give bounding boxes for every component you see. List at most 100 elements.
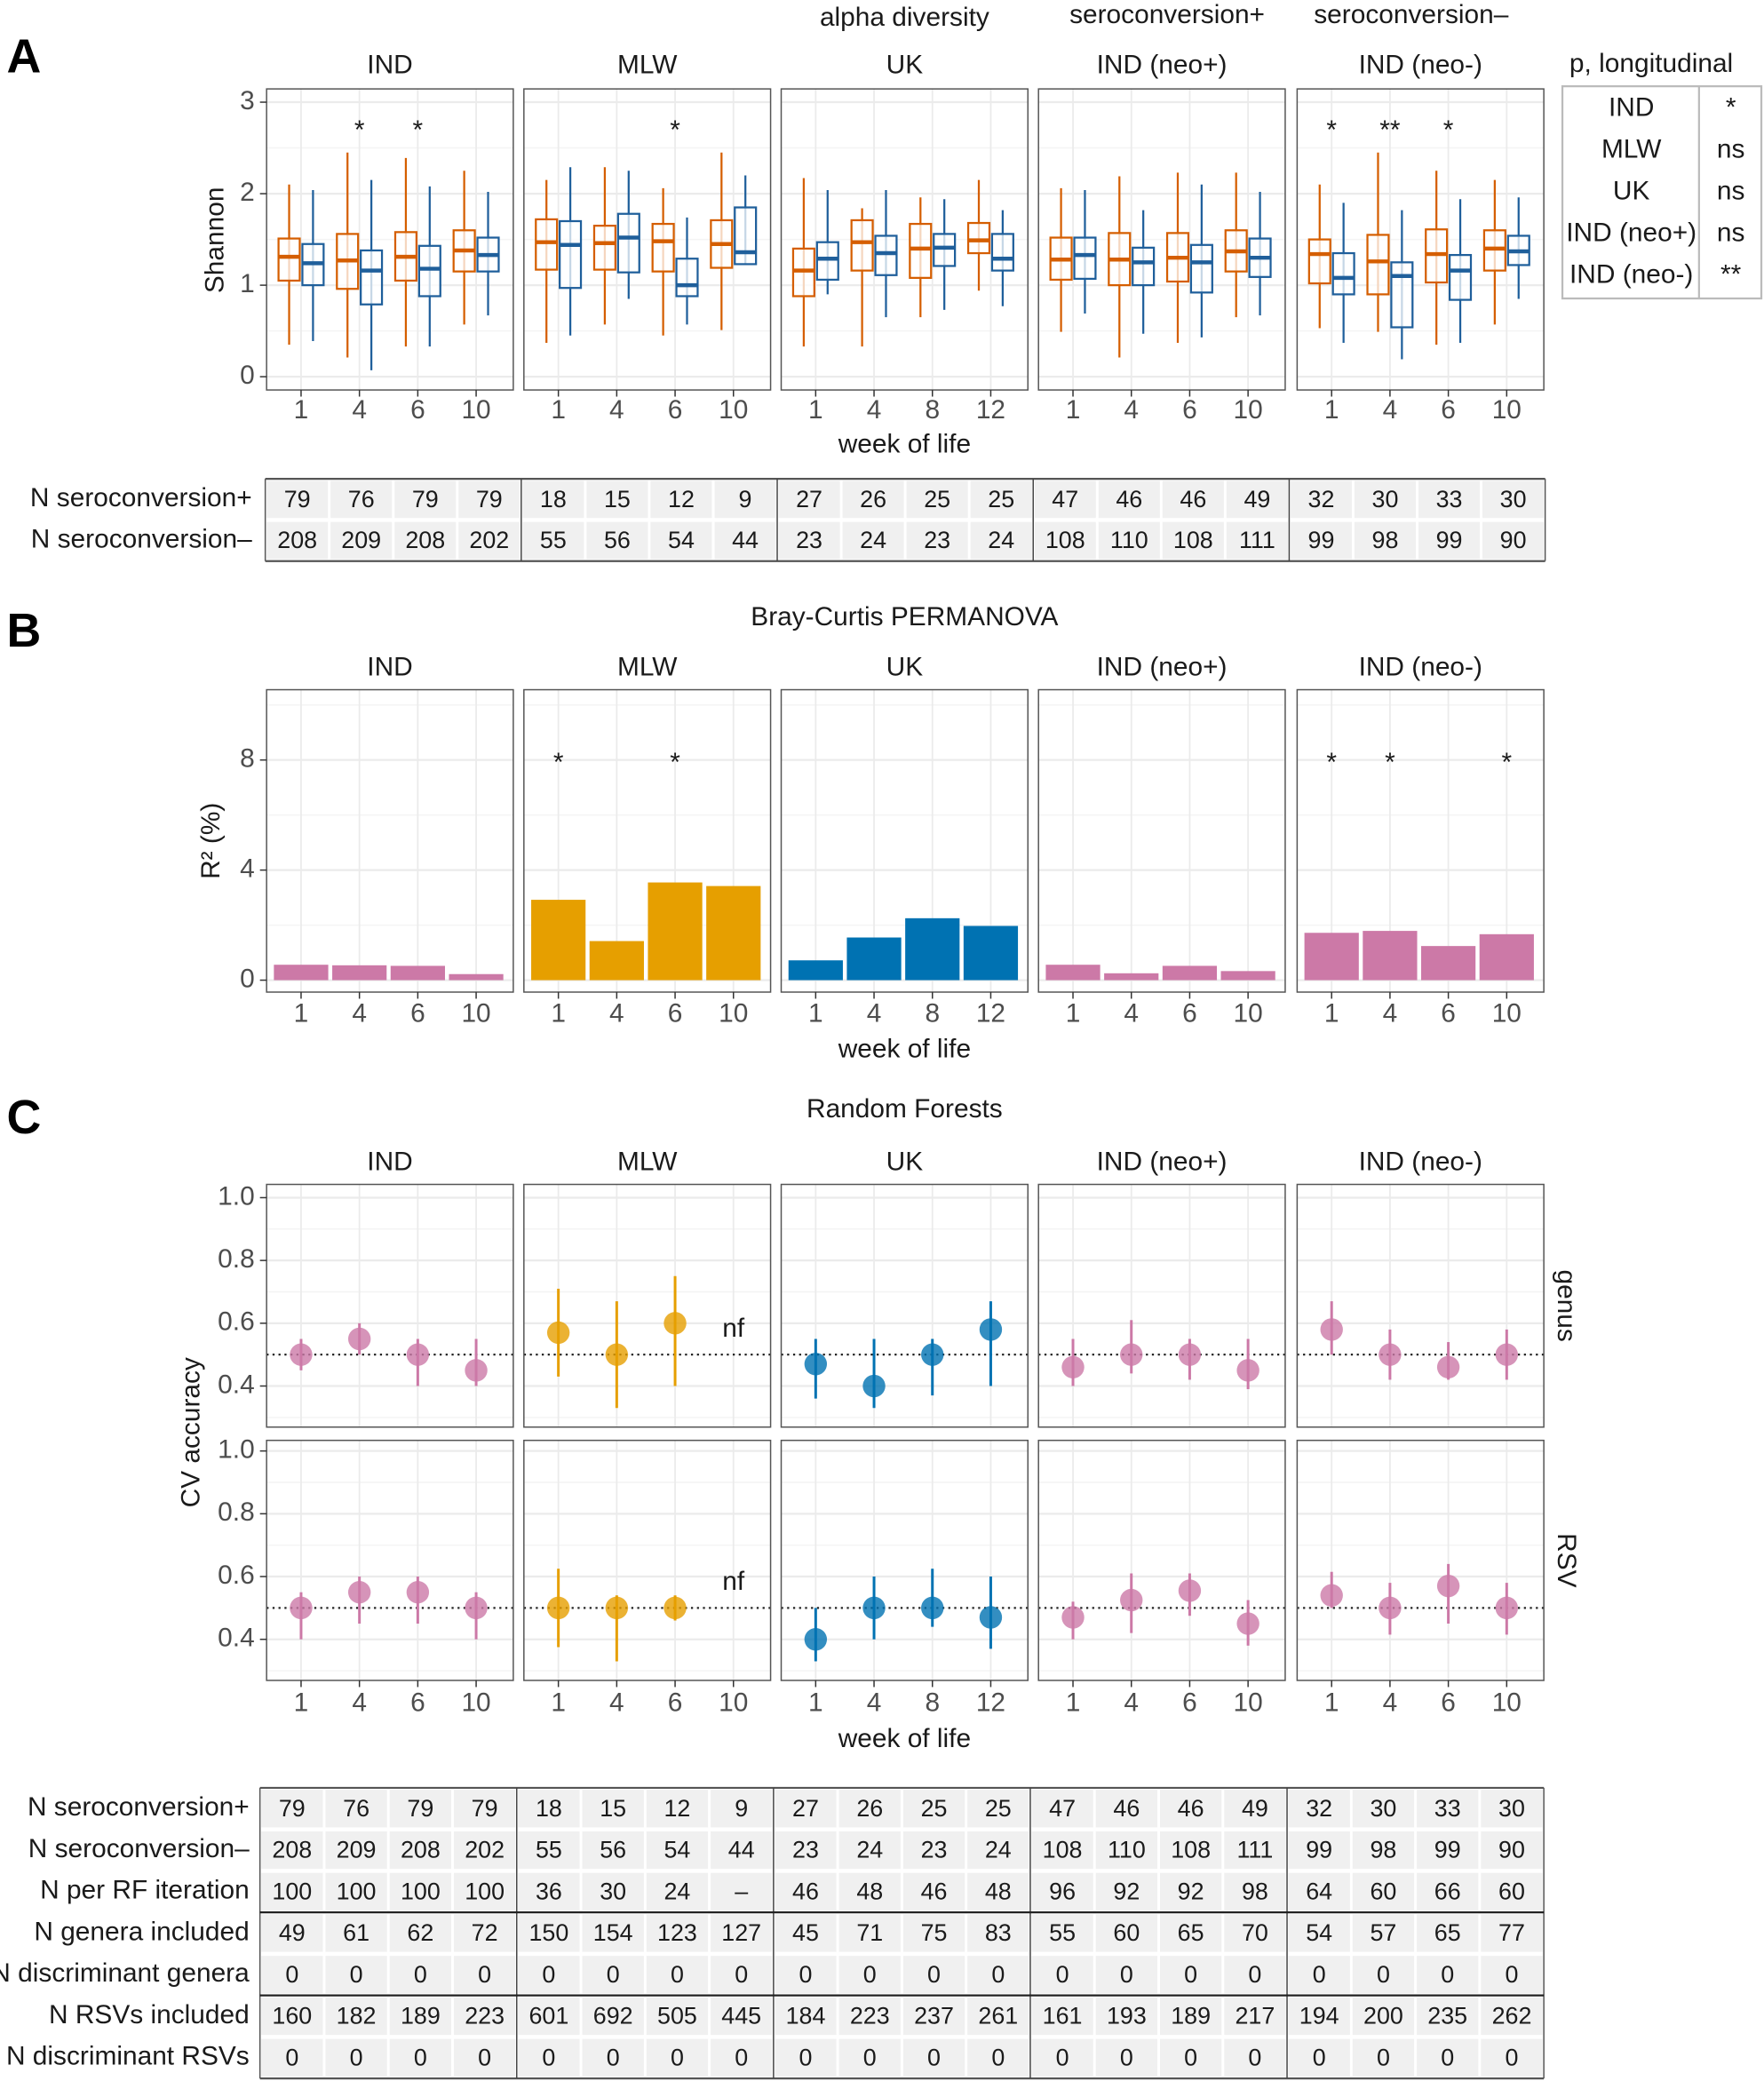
table-cell: 46	[1116, 486, 1142, 512]
table-cell: 0	[1377, 2044, 1390, 2070]
table-cell: 0	[1184, 1961, 1197, 1988]
table-cell: 96	[1049, 1878, 1076, 1904]
table-cell-bg	[970, 521, 1032, 560]
table-cell-bg	[518, 1914, 580, 1952]
y-tick-label: 0.6	[218, 1561, 255, 1590]
table-cell-bg	[650, 481, 712, 519]
table-cell-bg	[586, 481, 648, 519]
table-cell-bg	[906, 481, 968, 519]
bar	[1045, 965, 1101, 981]
boxplot-plus	[815, 189, 839, 295]
y-tick-label: 1.0	[218, 1181, 255, 1211]
table-cell-bg	[838, 1872, 901, 1910]
box	[874, 234, 898, 276]
table-cell-bg	[582, 1914, 644, 1952]
x-tick-label: 4	[1124, 395, 1139, 425]
accuracy-point	[1120, 1573, 1143, 1633]
facet-label: UK	[886, 51, 924, 80]
table-cell: 79	[407, 1795, 433, 1822]
box	[1390, 261, 1414, 329]
bar	[706, 886, 761, 981]
table-row-label: N RSVs included	[49, 2000, 250, 2029]
significance-star: *	[1326, 748, 1337, 777]
table-cell-bg	[1290, 521, 1352, 560]
table-cell-bg	[711, 1997, 773, 2036]
bar	[963, 925, 1019, 981]
table-cell-bg	[1290, 481, 1352, 519]
box	[1307, 238, 1331, 285]
table-cell: 208	[405, 527, 445, 553]
point	[862, 1596, 886, 1620]
cv-genus-panel	[1297, 1184, 1545, 1427]
table-cell-bg	[325, 1790, 387, 1828]
accuracy-point	[605, 1595, 629, 1662]
facet-label: IND	[367, 51, 412, 80]
x-tick-label: 6	[668, 998, 683, 1028]
y-tick-label: 1.0	[218, 1435, 255, 1465]
table-cell: 0	[671, 1961, 684, 1988]
x-tick-label: 1	[1066, 395, 1081, 425]
box	[1073, 236, 1097, 281]
table-cell-bg	[453, 1790, 516, 1828]
point	[663, 1596, 687, 1620]
panel-border	[1037, 88, 1286, 391]
point	[1178, 1579, 1202, 1602]
boxplot-plus	[559, 167, 583, 336]
table-cell: 161	[1043, 2003, 1083, 2029]
point	[1379, 1596, 1402, 1620]
table-cell: 90	[1500, 527, 1527, 553]
accuracy-point	[921, 1338, 944, 1396]
table-cell-bg	[1224, 2038, 1286, 2077]
panel-border	[780, 1183, 1029, 1428]
point	[1236, 1359, 1259, 1382]
p-longitudinal-title: p, longitudinal	[1569, 49, 1733, 78]
x-tick-label: 8	[925, 395, 940, 425]
x-tick-label: 10	[461, 998, 490, 1028]
table-cell-bg	[522, 521, 584, 560]
boxplot-minus	[850, 208, 874, 347]
x-axis-label: week of life	[838, 430, 971, 459]
y-tick-label: 1	[240, 269, 255, 298]
y-tick-label: 4	[240, 854, 255, 884]
table-cell-bg	[775, 1997, 837, 2036]
point	[1320, 1584, 1343, 1607]
table-cell: 25	[985, 1795, 1012, 1822]
table-cell-bg	[1095, 1914, 1157, 1952]
table-cell-bg	[902, 1997, 965, 2036]
table-cell: 0	[542, 1961, 555, 1988]
x-tick-label: 4	[867, 998, 882, 1028]
accuracy-point	[1379, 1583, 1402, 1635]
table-row-label: N genera included	[34, 1917, 249, 1946]
table-cell-bg	[646, 1790, 709, 1828]
y-tick-label: 0	[240, 361, 255, 390]
bar	[531, 900, 586, 981]
p-table-group: IND	[1609, 92, 1654, 122]
x-tick-label: 6	[410, 998, 425, 1028]
table-row-label: N seroconversion–	[28, 1834, 250, 1863]
table-cell-bg	[389, 1831, 451, 1870]
x-tick-label: 1	[294, 395, 309, 425]
table-cell-bg	[838, 1831, 901, 1870]
significance-star: **	[1379, 115, 1401, 145]
x-tick-label: 10	[719, 1688, 748, 1718]
table-cell-bg	[586, 521, 648, 560]
table-cell-bg	[394, 521, 457, 560]
point	[1120, 1343, 1143, 1366]
boxplot-plus	[990, 210, 1014, 306]
table-cell: 72	[472, 1919, 498, 1946]
x-tick-label: 10	[461, 1688, 490, 1718]
facet-label: MLW	[617, 1148, 678, 1177]
accuracy-point	[605, 1301, 629, 1409]
table-cell: 100	[401, 1878, 441, 1904]
table-cell: 70	[1242, 1919, 1268, 1946]
table-cell: 49	[279, 1919, 306, 1946]
table-cell-bg	[1098, 481, 1160, 519]
table-cell: 98	[1372, 527, 1399, 553]
table-cell: 160	[272, 2003, 312, 2029]
table-cell: 692	[593, 2003, 633, 2029]
table-cell: 0	[991, 2044, 1005, 2070]
point	[1436, 1355, 1460, 1379]
table-cell-bg	[1095, 1790, 1157, 1828]
table-cell: 0	[350, 1961, 363, 1988]
table-cell: 48	[856, 1878, 883, 1904]
